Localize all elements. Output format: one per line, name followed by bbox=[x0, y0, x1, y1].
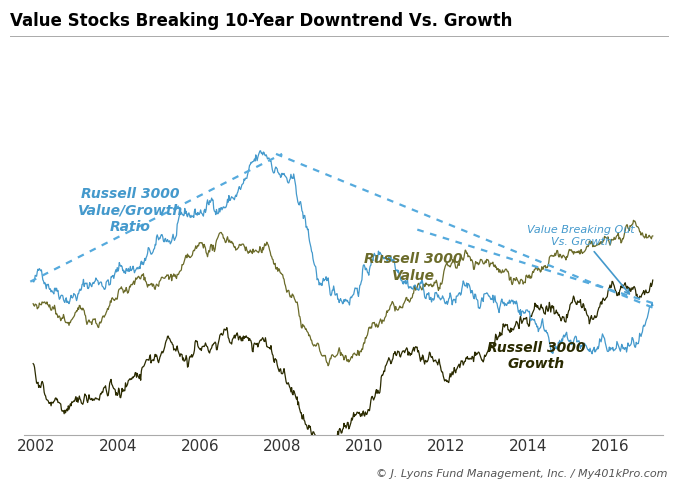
Text: Value Breaking Out
Vs. Growth: Value Breaking Out Vs. Growth bbox=[527, 225, 635, 294]
Text: Russell 3000
Growth: Russell 3000 Growth bbox=[487, 341, 585, 371]
Text: © J. Lyons Fund Management, Inc. / My401kPro.com: © J. Lyons Fund Management, Inc. / My401… bbox=[376, 469, 668, 479]
Text: Russell 3000
Value/Growth
Ratio: Russell 3000 Value/Growth Ratio bbox=[78, 187, 183, 234]
Text: Russell 3000
Value: Russell 3000 Value bbox=[364, 252, 462, 283]
Text: Value Stocks Breaking 10-Year Downtrend Vs. Growth: Value Stocks Breaking 10-Year Downtrend … bbox=[10, 12, 513, 30]
